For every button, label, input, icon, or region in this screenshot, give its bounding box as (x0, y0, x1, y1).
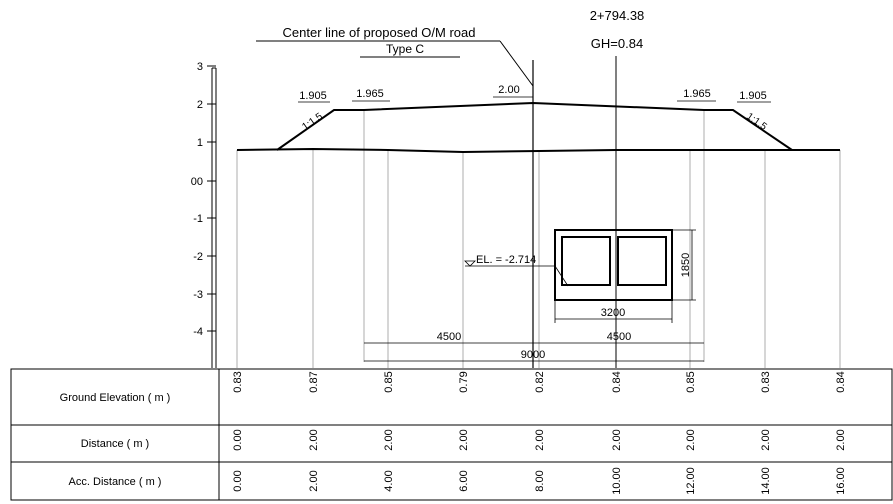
row-label-ground-elevation: Ground Elevation ( m ) (60, 392, 171, 404)
distance-cell: 2.00 (458, 429, 470, 450)
distance-cell: 2.00 (534, 429, 546, 450)
ground-elevation-cell: 0.87 (308, 371, 320, 392)
scale-label-3: 3 (197, 61, 203, 73)
distance-cell: 2.00 (685, 429, 697, 450)
acc-distance-cell: 10.00 (611, 467, 623, 495)
distance-cell: 2.00 (383, 429, 395, 450)
acc-distance-cell: 8.00 (534, 470, 546, 491)
distance-cell: 2.00 (835, 429, 847, 450)
left-half-dimension: 4500 (437, 331, 461, 343)
left-slope-ratio: 1:1.5 (300, 111, 325, 133)
left-shoulder-width: 1.905 (299, 90, 327, 102)
acc-distance-cell: 14.00 (760, 467, 772, 495)
culvert-elevation: EL. = -2.714 (476, 254, 536, 266)
right-slope-ratio: 1:1.5 (744, 111, 769, 133)
scale-label-1: 1 (197, 137, 203, 149)
centerline-label: Center line of proposed O/M road (283, 25, 476, 40)
total-dimension: 9000 (521, 349, 545, 361)
acc-distance-cell: 2.00 (308, 470, 320, 491)
acc-distance-cell: 4.00 (383, 470, 395, 491)
elevation-scale (207, 65, 217, 368)
station-lines (236, 149, 841, 368)
road-embankment (276, 101, 793, 151)
centerline-leader-diagonal (499, 40, 534, 87)
elevation-triangle-icon (464, 260, 476, 267)
acc-distance-cell: 12.00 (685, 467, 697, 495)
ground-elevation-cell: 0.82 (534, 371, 546, 392)
scale-label-minus2: -2 (193, 251, 203, 263)
culvert-width: 3200 (601, 307, 625, 319)
right-lane-width: 1.965 (683, 88, 711, 100)
scale-label-2: 2 (197, 99, 203, 111)
centerline-type-label: Type C (386, 42, 424, 56)
ground-elevation-cell: 0.84 (835, 371, 847, 392)
acc-distance-cell: 16.00 (835, 467, 847, 495)
ground-elevation-cell: 0.83 (760, 371, 772, 392)
distance-cell: 2.00 (760, 429, 772, 450)
acc-distance-values: 0.00 2.00 4.00 6.00 8.00 10.00 12.00 14.… (232, 467, 847, 495)
data-table-grid (10, 368, 893, 501)
embankment-edge-lines (363, 110, 705, 362)
ground-elevation-values: 0.83 0.87 0.85 0.79 0.82 0.84 0.85 0.83 … (232, 371, 847, 392)
acc-distance-cell: 0.00 (232, 470, 244, 491)
ground-elevation-cell: 0.83 (232, 371, 244, 392)
scale-label-minus3: -3 (193, 289, 203, 301)
left-lane-width: 1.965 (356, 88, 384, 100)
row-label-acc-distance: Acc. Distance ( m ) (69, 476, 162, 488)
ground-elevation-cell: 0.79 (458, 371, 470, 392)
ground-elevation-cell: 0.85 (685, 371, 697, 392)
row-label-distance: Distance ( m ) (81, 438, 149, 450)
gh-label: GH=0.84 (591, 36, 643, 51)
distance-cell: 2.00 (308, 429, 320, 450)
ground-elevation-cell: 0.84 (611, 371, 623, 392)
elevation-leader-tail (554, 265, 569, 287)
right-shoulder-width: 1.905 (739, 90, 767, 102)
ground-line (236, 147, 840, 154)
scale-label-minus1: -1 (193, 213, 203, 225)
ground-elevation-cell: 0.85 (383, 371, 395, 392)
distance-cell: 0.00 (232, 429, 244, 450)
station-label: 2+794.38 (590, 8, 645, 23)
scale-label-minus4: -4 (193, 326, 203, 338)
distance-cell: 2.00 (611, 429, 623, 450)
scale-label-0: 00 (191, 176, 203, 188)
acc-distance-cell: 6.00 (458, 470, 470, 491)
box-culvert (554, 229, 673, 301)
right-half-dimension: 4500 (607, 331, 631, 343)
crown-width: 2.00 (498, 84, 519, 96)
distance-values: 0.00 2.00 2.00 2.00 2.00 2.00 2.00 2.00 … (232, 429, 847, 450)
culvert-height: 1850 (680, 253, 692, 277)
